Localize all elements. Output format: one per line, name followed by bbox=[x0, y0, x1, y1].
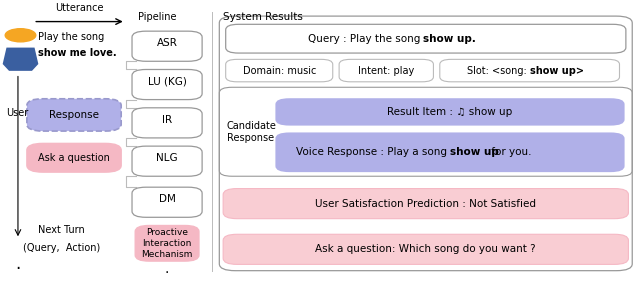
FancyBboxPatch shape bbox=[223, 189, 628, 219]
Text: LU (KG): LU (KG) bbox=[148, 76, 186, 86]
Polygon shape bbox=[3, 48, 38, 71]
Text: Mechanism: Mechanism bbox=[141, 250, 193, 259]
Text: System Results: System Results bbox=[223, 12, 303, 22]
Text: (Query,  Action): (Query, Action) bbox=[22, 243, 100, 253]
Text: Result Item : ♫ show up: Result Item : ♫ show up bbox=[387, 107, 513, 117]
Text: IR: IR bbox=[162, 114, 172, 125]
FancyBboxPatch shape bbox=[275, 98, 625, 125]
FancyBboxPatch shape bbox=[132, 69, 202, 100]
FancyBboxPatch shape bbox=[132, 31, 202, 61]
FancyBboxPatch shape bbox=[223, 234, 628, 265]
Text: User: User bbox=[6, 108, 29, 118]
Text: show up: show up bbox=[450, 147, 499, 157]
FancyBboxPatch shape bbox=[27, 99, 121, 131]
Text: ·: · bbox=[165, 266, 169, 279]
FancyBboxPatch shape bbox=[135, 226, 199, 261]
FancyBboxPatch shape bbox=[132, 108, 202, 138]
Text: Slot: <song:: Slot: <song: bbox=[467, 66, 530, 76]
Text: ASR: ASR bbox=[157, 38, 177, 48]
Text: Ask a question: Ask a question bbox=[38, 153, 110, 163]
Text: Utterance: Utterance bbox=[55, 3, 104, 13]
FancyBboxPatch shape bbox=[132, 146, 202, 176]
Text: show me love.: show me love. bbox=[38, 47, 117, 58]
Text: Interaction: Interaction bbox=[142, 239, 192, 248]
Text: Ask a question: Which song do you want ?: Ask a question: Which song do you want ? bbox=[316, 244, 536, 254]
FancyBboxPatch shape bbox=[27, 143, 121, 172]
FancyBboxPatch shape bbox=[132, 187, 202, 217]
FancyBboxPatch shape bbox=[275, 133, 625, 172]
Text: DM: DM bbox=[159, 194, 175, 204]
Text: Voice Response : Play a song: Voice Response : Play a song bbox=[296, 147, 450, 157]
Text: Next Turn: Next Turn bbox=[38, 225, 84, 235]
Text: Play the song: Play the song bbox=[38, 32, 104, 42]
Text: User Satisfaction Prediction : Not Satisfied: User Satisfaction Prediction : Not Satis… bbox=[316, 199, 536, 209]
Text: Pipeline: Pipeline bbox=[138, 12, 177, 22]
Text: show up.: show up. bbox=[423, 34, 476, 43]
FancyBboxPatch shape bbox=[226, 24, 626, 53]
Text: for you.: for you. bbox=[488, 147, 532, 157]
Text: Query : Play the song: Query : Play the song bbox=[308, 34, 423, 43]
Text: Intent: play: Intent: play bbox=[358, 66, 414, 76]
Text: Domain: music: Domain: music bbox=[243, 66, 316, 76]
Text: Candidate
Response: Candidate Response bbox=[227, 121, 277, 143]
Text: NLG: NLG bbox=[156, 153, 178, 163]
Text: show up>: show up> bbox=[530, 66, 584, 76]
Text: ·: · bbox=[15, 260, 20, 278]
Text: Proactive: Proactive bbox=[146, 228, 188, 237]
Text: Response: Response bbox=[49, 110, 99, 120]
Circle shape bbox=[5, 29, 36, 42]
